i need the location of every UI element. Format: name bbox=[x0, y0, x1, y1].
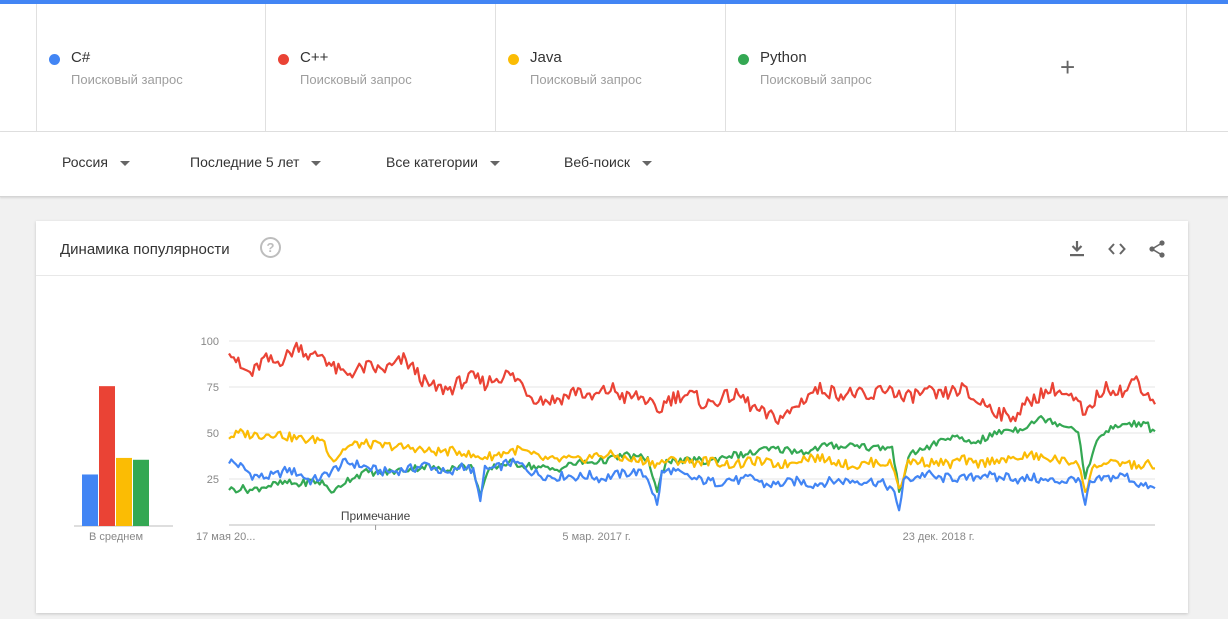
term-color-dot bbox=[49, 54, 60, 65]
average-bar bbox=[133, 459, 149, 526]
series-line-java bbox=[228, 428, 1156, 493]
term-subtitle: Поисковый запрос bbox=[71, 72, 183, 87]
embed-code-icon[interactable] bbox=[1107, 239, 1127, 259]
period-label: Последние 5 лет bbox=[190, 154, 300, 170]
filter-bar: Россия Последние 5 лет Все категории Веб… bbox=[0, 132, 1228, 197]
top-accent-bar bbox=[0, 0, 1228, 4]
y-tick-label: 75 bbox=[207, 382, 219, 394]
average-bar bbox=[82, 474, 98, 526]
term-name: Java bbox=[530, 49, 562, 66]
x-tick-label: 5 мар. 2017 г. bbox=[562, 531, 630, 543]
term-color-dot bbox=[278, 54, 289, 65]
add-term-button[interactable]: + bbox=[956, 4, 1187, 131]
term-card-csharp[interactable]: C# Поисковый запрос bbox=[36, 4, 266, 131]
term-name: C# bbox=[71, 49, 91, 66]
category-dropdown[interactable]: Все категории bbox=[386, 154, 500, 170]
term-card-python[interactable]: Python Поисковый запрос bbox=[726, 4, 956, 131]
chart-labels: 100 75 50 25 Примечание 17 мая 20... 5 мар. 20… bbox=[89, 336, 975, 543]
note-label: Примечание bbox=[341, 509, 411, 523]
term-card-cpp[interactable]: C++ Поисковый запрос bbox=[266, 4, 496, 131]
region-dropdown[interactable]: Россия bbox=[62, 154, 130, 170]
interest-over-time-card: Динамика популярности ? 100 75 50 25 Примеча… bbox=[36, 221, 1188, 613]
series-line-csharp bbox=[228, 457, 1156, 512]
period-dropdown[interactable]: Последние 5 лет bbox=[190, 154, 322, 170]
term-subtitle: Поисковый запрос bbox=[300, 72, 412, 87]
average-bar bbox=[99, 386, 115, 526]
average-bars bbox=[74, 386, 173, 527]
search-type-dropdown[interactable]: Веб-поиск bbox=[564, 154, 652, 170]
term-name: Python bbox=[760, 49, 807, 66]
share-icon[interactable] bbox=[1147, 239, 1167, 259]
help-icon[interactable]: ? bbox=[260, 237, 281, 258]
caret-down-icon bbox=[641, 160, 652, 166]
average-bar bbox=[116, 457, 132, 526]
term-name: C++ bbox=[300, 49, 329, 66]
term-card-java[interactable]: Java Поисковый запрос bbox=[496, 4, 726, 131]
y-tick-label: 50 bbox=[207, 428, 219, 440]
x-tick-label: 17 мая 20... bbox=[196, 531, 255, 543]
card-header: Динамика популярности ? bbox=[36, 221, 1188, 276]
card-title: Динамика популярности bbox=[60, 241, 230, 258]
series-lines bbox=[228, 341, 1156, 512]
search-terms-bar: C# Поисковый запрос C++ Поисковый запрос… bbox=[0, 4, 1228, 132]
region-label: Россия bbox=[62, 154, 108, 170]
category-label: Все категории bbox=[386, 154, 478, 170]
series-line-python bbox=[228, 415, 1156, 497]
series-line-cpp bbox=[228, 341, 1156, 425]
plus-icon: + bbox=[1060, 52, 1076, 82]
caret-down-icon bbox=[311, 160, 322, 166]
download-icon[interactable] bbox=[1067, 239, 1087, 259]
caret-down-icon bbox=[489, 160, 500, 166]
search-type-label: Веб-поиск bbox=[564, 154, 630, 170]
term-subtitle: Поисковый запрос bbox=[760, 72, 872, 87]
term-subtitle: Поисковый запрос bbox=[530, 72, 642, 87]
x-tick-label: 23 дек. 2018 г. bbox=[903, 531, 975, 543]
term-color-dot bbox=[738, 54, 749, 65]
term-color-dot bbox=[508, 54, 519, 65]
trend-chart: 100 75 50 25 Примечание 17 мая 20... 5 мар. 20… bbox=[74, 336, 1156, 543]
caret-down-icon bbox=[119, 160, 130, 166]
y-tick-label: 100 bbox=[201, 336, 219, 348]
chart-grid bbox=[229, 340, 1155, 530]
y-tick-label: 25 bbox=[207, 474, 219, 486]
average-label: В среднем bbox=[89, 531, 143, 543]
